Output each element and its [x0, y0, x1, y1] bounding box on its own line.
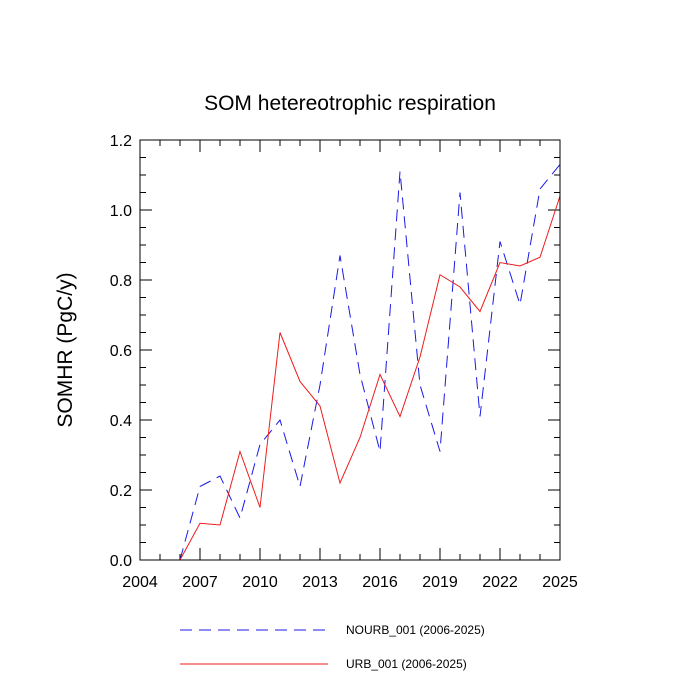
- legend: NOURB_001 (2006-2025) URB_001 (2006-2025): [180, 623, 485, 671]
- series-line-nourb-001: [179, 164, 561, 561]
- x-tick-label: 2016: [362, 574, 398, 591]
- x-tick-label: 2019: [422, 574, 458, 591]
- legend-label: URB_001 (2006-2025): [346, 657, 467, 671]
- tick-labels: 2004 2007 2010 2013 2016 2019 2022 2025 0.0 0.2 0.…: [110, 133, 578, 591]
- y-tick-label: 0.6: [110, 343, 132, 360]
- series-line-urb-001: [179, 195, 561, 561]
- x-tick-label: 2010: [242, 574, 278, 591]
- plot-frame: [139, 139, 561, 561]
- series-layer: [179, 164, 561, 561]
- y-tick-label: 1.2: [110, 133, 132, 150]
- y-tick-label: 0.0: [110, 553, 132, 570]
- y-tick-label: 0.2: [110, 483, 132, 500]
- y-axis-label: SOMHR (PgC/y): [54, 272, 77, 427]
- x-tick-label: 2022: [482, 574, 518, 591]
- x-tick-label: 2007: [182, 574, 218, 591]
- x-tick-label: 2004: [122, 574, 158, 591]
- minor-ticks: [140, 140, 560, 560]
- x-tick-label: 2013: [302, 574, 338, 591]
- y-tick-label: 0.4: [110, 413, 132, 430]
- y-tick-label: 0.8: [110, 273, 132, 290]
- major-ticks: [139, 139, 561, 561]
- x-tick-label: 2025: [542, 574, 578, 591]
- chart-title: SOM hetereotrophic respiration: [204, 92, 496, 115]
- legend-label: NOURB_001 (2006-2025): [346, 623, 485, 637]
- y-tick-label: 1.0: [110, 203, 132, 220]
